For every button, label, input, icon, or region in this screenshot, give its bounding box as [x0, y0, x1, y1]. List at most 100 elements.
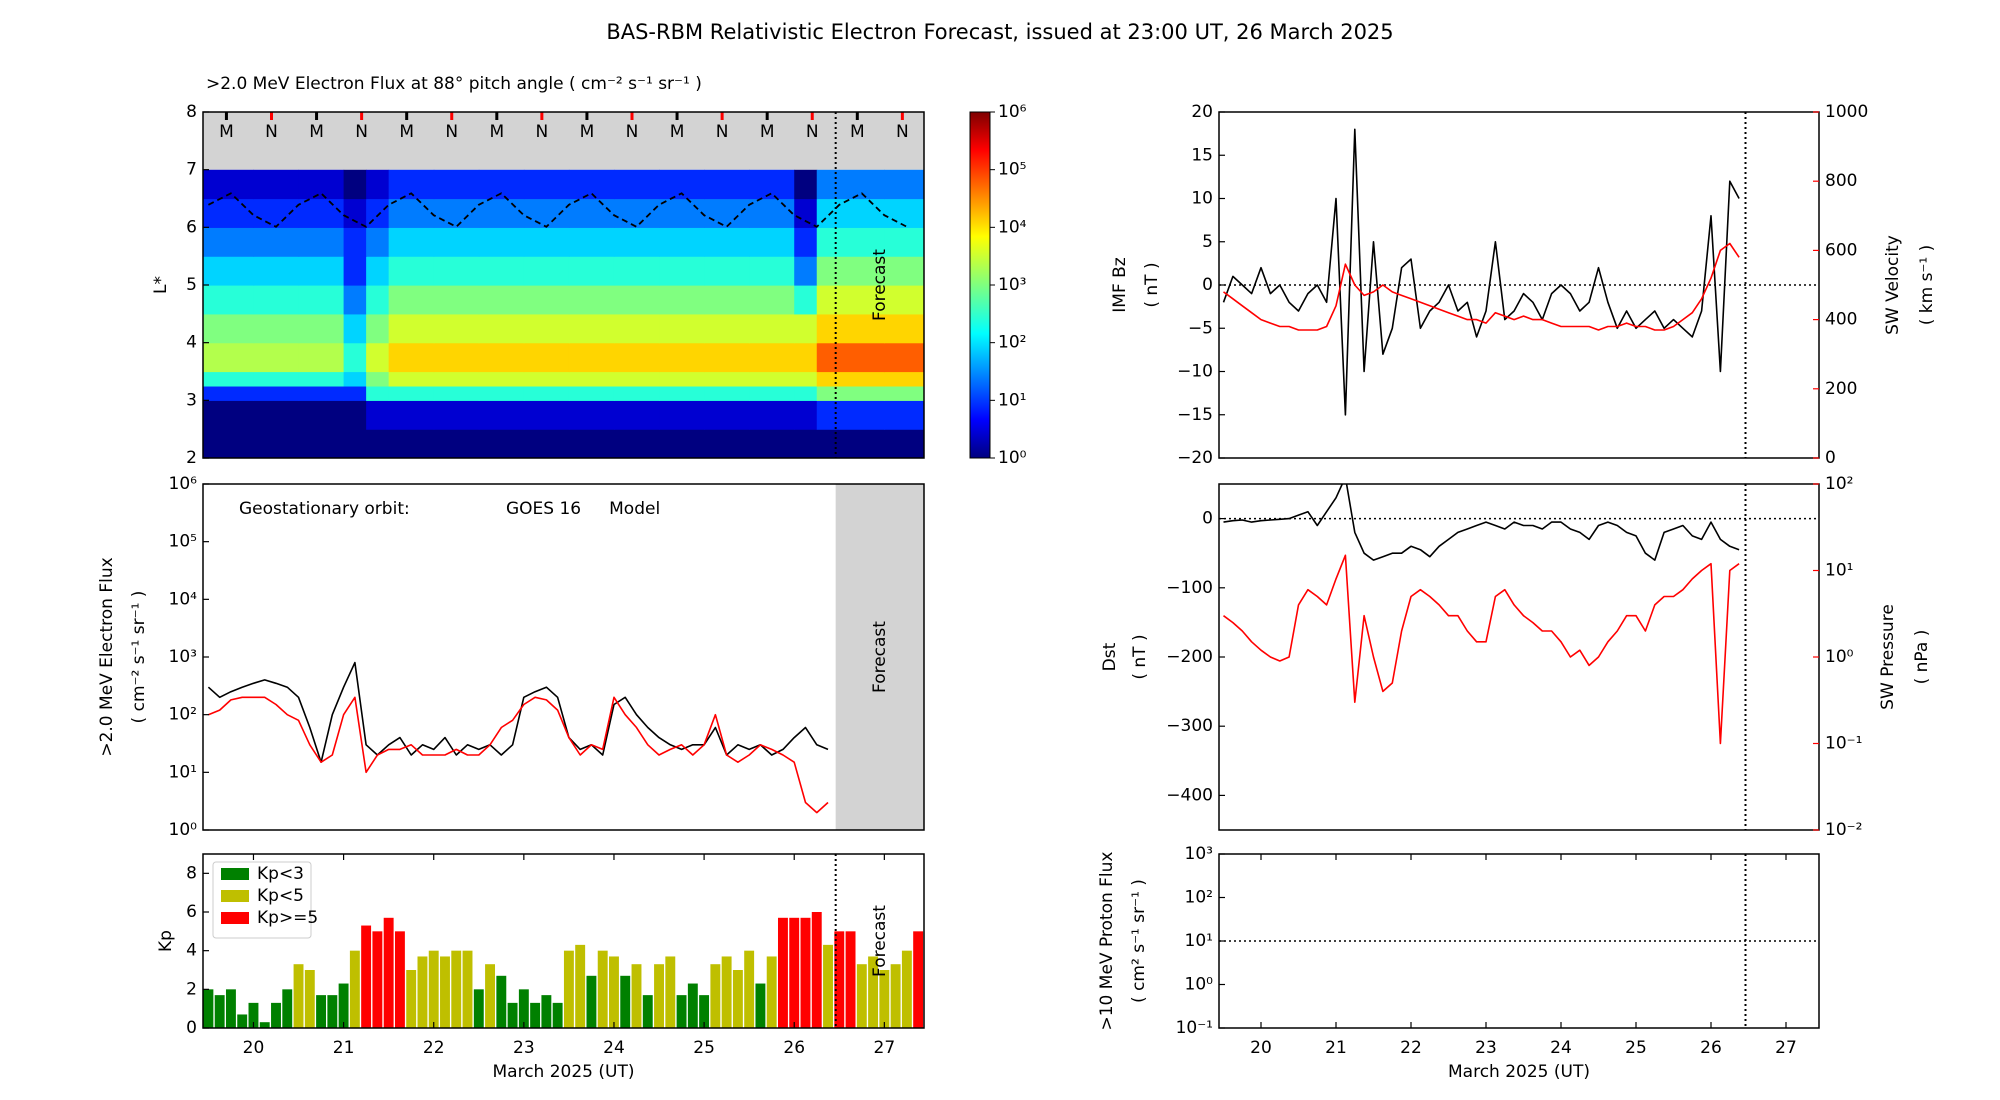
x-tick-label: 26 [1700, 1038, 1722, 1058]
bar [620, 975, 631, 1028]
forecast-label: Forecast [870, 905, 890, 977]
heatmap-cell [839, 198, 885, 228]
heatmap-cell [388, 227, 435, 257]
y2-tick-label: 10⁻² [1825, 820, 1862, 840]
bar [361, 925, 372, 1028]
bar [687, 983, 698, 1028]
bar [214, 995, 225, 1028]
heatmap-cell [659, 371, 705, 387]
heatmap-cell [253, 429, 300, 458]
heatmap-cell [253, 169, 300, 200]
y-axis-label: Kp [156, 930, 176, 952]
heatmap-cell [794, 400, 818, 430]
y-tick-label: −100 [1166, 578, 1213, 598]
heatmap-cell [253, 400, 300, 430]
y2-tick-label: 0 [1825, 448, 1836, 468]
bar [597, 950, 608, 1028]
marker-label: N [445, 122, 458, 142]
heatmap-cell [884, 256, 924, 286]
heatmap-cell [388, 285, 435, 315]
bar [383, 917, 394, 1028]
y-tick-label: 20 [1191, 102, 1213, 122]
legend-swatch [221, 912, 249, 924]
y-tick-label: 10⁴ [169, 589, 198, 609]
heatmap-cell [749, 371, 795, 387]
heatmap-cell [523, 400, 570, 430]
heatmap-cell [704, 227, 750, 257]
heatmap-cell [523, 342, 570, 373]
plot-area [207, 484, 924, 830]
y-axis-label: IMF Bz [1110, 257, 1130, 313]
heatmap-cell [816, 400, 840, 430]
y2-axis-label: SW Pressure [1878, 604, 1898, 710]
bar [676, 995, 687, 1028]
y2-tick-label: 800 [1825, 171, 1857, 191]
y-tick-label: −5 [1188, 318, 1213, 338]
bar [879, 970, 890, 1028]
y-tick-label: −20 [1177, 448, 1213, 468]
bar [316, 995, 327, 1028]
y-tick-label: 0 [1202, 509, 1213, 529]
heatmap-cell [884, 400, 924, 430]
x-tick-label: 26 [783, 1038, 805, 1058]
heatmap-cell [884, 198, 924, 228]
bar [913, 931, 924, 1028]
heatmap-cell [816, 371, 840, 387]
heatmap-cell [794, 256, 818, 286]
series-line [1223, 554, 1740, 745]
y2-tick-label: 10² [1825, 474, 1853, 494]
heatmap-cell [478, 385, 525, 401]
heatmap-cell [568, 198, 615, 228]
marker-label: M [760, 122, 775, 142]
heatmap-cell [749, 342, 795, 373]
bar [710, 964, 721, 1028]
y-tick-label: 10¹ [169, 762, 197, 782]
bar [406, 970, 417, 1028]
heatmap-cell [433, 400, 480, 430]
y-axis-label: >10 MeV Proton Flux [1097, 852, 1117, 1031]
heatmap-cell [298, 429, 345, 458]
heatmap-cell [203, 371, 255, 387]
bar [473, 989, 484, 1028]
heatmap-cell [203, 227, 255, 257]
heatmap-cell [298, 256, 345, 286]
heatmap-cell [523, 313, 570, 344]
bar [845, 931, 856, 1028]
y2-tick-label: 10¹ [1825, 561, 1853, 581]
bar [485, 964, 496, 1028]
y-tick-label: 15 [1191, 145, 1213, 165]
heatmap-cell [794, 429, 818, 458]
heatmap-cell [816, 385, 840, 401]
plot-area [1219, 484, 1819, 745]
heatmap-cell [613, 429, 660, 458]
bar [417, 956, 428, 1028]
heatmap-cell [568, 429, 615, 458]
y-tick-label: 10⁶ [169, 474, 198, 494]
heatmap-cell [253, 198, 300, 228]
heatmap-cell [884, 285, 924, 315]
heatmap-cell [203, 385, 255, 401]
heatmap-cell [816, 227, 840, 257]
heatmap-cell [749, 227, 795, 257]
bar [507, 1002, 518, 1028]
heatmap-cell [749, 313, 795, 344]
heatmap-cell [659, 198, 705, 228]
heatmap-cell [478, 227, 525, 257]
bar [654, 964, 664, 1028]
series-line [208, 696, 829, 814]
heatmap-cell [366, 169, 390, 200]
heatmap-cell [478, 313, 525, 344]
legend-label: Kp<5 [257, 886, 304, 906]
marker-label: N [806, 122, 819, 142]
heatmap-cell [298, 169, 345, 200]
x-tick-label: 20 [1250, 1038, 1272, 1058]
heatmap-cell [523, 371, 570, 387]
heatmap-cell [839, 429, 885, 458]
bar [800, 917, 811, 1028]
annotation: Geostationary orbit: [239, 499, 410, 519]
heatmap-cell [523, 385, 570, 401]
figure-title: BAS-RBM Relativistic Electron Forecast, … [606, 20, 1393, 44]
heatmap-cell [478, 371, 525, 387]
colorbar [969, 111, 991, 459]
